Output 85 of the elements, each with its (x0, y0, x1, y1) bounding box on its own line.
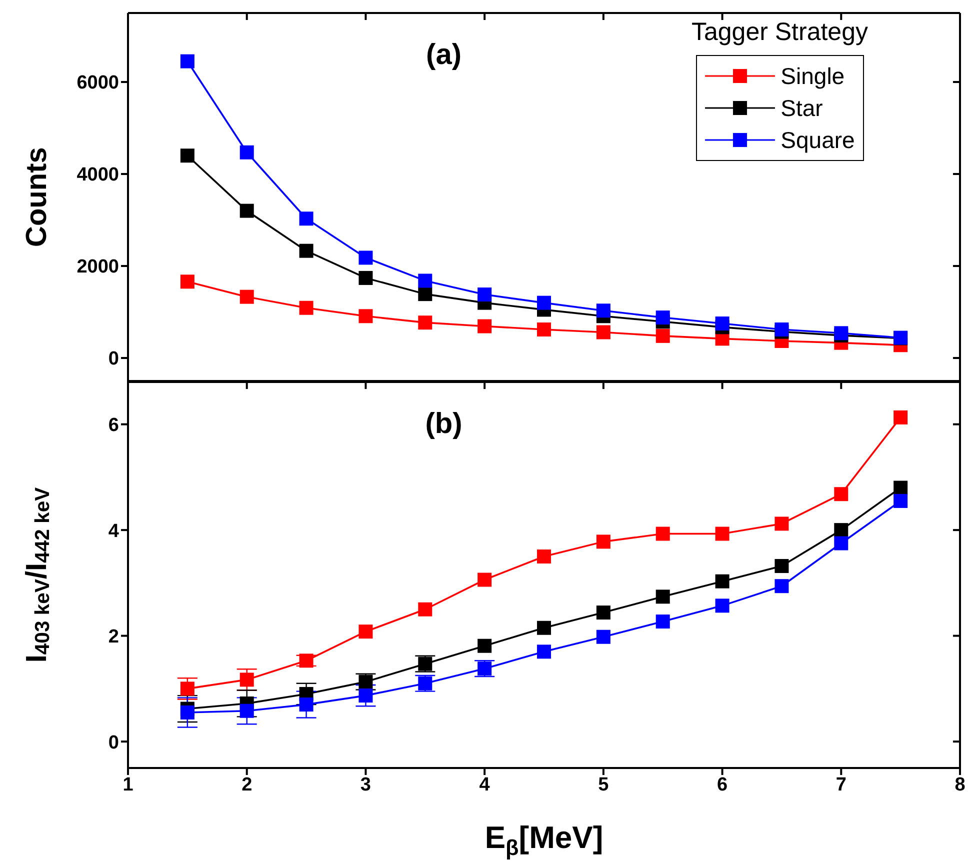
point (299, 212, 314, 226)
y-tick-label: 6 (108, 415, 119, 436)
point (299, 654, 314, 668)
point (240, 145, 254, 160)
y-tick-label: 6000 (76, 72, 119, 94)
point (180, 705, 194, 720)
point (596, 606, 610, 620)
legend-label: Square (780, 126, 855, 155)
point (299, 244, 314, 258)
point (656, 328, 670, 343)
point (596, 325, 610, 340)
point (537, 549, 551, 564)
legend-label: Single (780, 62, 845, 91)
y-axis-title: Counts (20, 147, 53, 247)
point (715, 526, 730, 541)
point (358, 688, 373, 703)
point (656, 310, 670, 325)
point (358, 624, 373, 639)
annotation: (a) (426, 39, 462, 71)
point (715, 316, 730, 330)
x-tick-label: 5 (598, 774, 610, 796)
x-tick-label: 6 (716, 774, 728, 796)
x-tick-label: 4 (479, 774, 490, 796)
point (478, 288, 492, 302)
point (656, 614, 670, 629)
point (358, 309, 373, 324)
point (478, 319, 492, 334)
y-tick-label: 2 (108, 626, 119, 648)
point (894, 494, 908, 508)
point (834, 487, 848, 502)
y-tick-label: 4000 (76, 164, 119, 186)
point (774, 516, 789, 531)
point (774, 579, 789, 594)
point (180, 54, 194, 68)
point (774, 559, 789, 574)
point (299, 300, 314, 315)
point (418, 316, 432, 330)
point (240, 672, 254, 687)
annotation: (b) (425, 408, 462, 440)
point (478, 572, 492, 587)
point (358, 270, 373, 285)
point (537, 296, 551, 310)
x-tick-label: 8 (954, 774, 966, 796)
point (240, 290, 254, 304)
point (180, 148, 194, 163)
point (418, 602, 432, 616)
point (418, 676, 432, 690)
point (418, 656, 432, 671)
point (240, 204, 254, 218)
point (299, 698, 314, 712)
point (537, 620, 551, 635)
point (180, 274, 194, 289)
legend-title: Tagger Strategy (692, 18, 868, 47)
y-tick-label: 0 (108, 348, 119, 370)
x-tick-label: 3 (360, 774, 372, 796)
point (240, 704, 254, 718)
point (358, 674, 373, 689)
point (537, 644, 551, 659)
point (774, 322, 789, 336)
point (715, 574, 730, 588)
point (894, 410, 908, 424)
x-tick-label: 1 (122, 774, 134, 796)
point (834, 523, 848, 538)
point (596, 304, 610, 318)
point (656, 590, 670, 604)
point (418, 274, 432, 288)
point (180, 682, 194, 696)
y-tick-label: 4 (108, 520, 120, 542)
point (537, 322, 551, 336)
point (656, 526, 670, 541)
y-tick-label: 0 (108, 732, 119, 754)
y-tick-label: 2000 (76, 256, 119, 278)
point (596, 630, 610, 644)
x-tick-label: 2 (242, 774, 252, 796)
point (596, 534, 610, 549)
point (358, 250, 373, 265)
point (478, 638, 492, 653)
point (715, 598, 730, 613)
x-tick-label: 7 (836, 774, 846, 796)
x-axis-title: E$_{β}$[MeV] (484, 820, 604, 860)
point (478, 662, 492, 676)
legend-label: Star (780, 94, 823, 123)
point (894, 480, 908, 495)
point (834, 536, 848, 550)
point (418, 287, 432, 302)
